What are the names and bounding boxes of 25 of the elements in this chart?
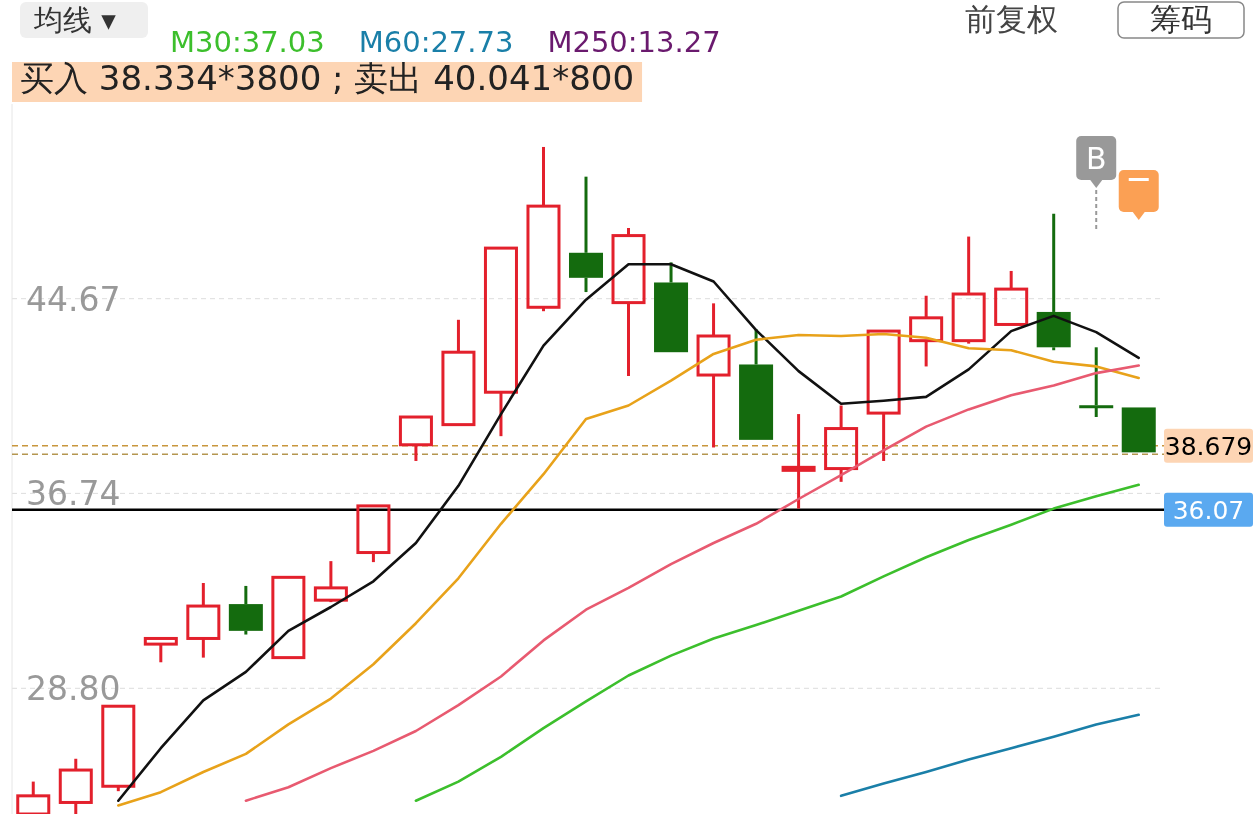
candlestick xyxy=(1036,213,1071,352)
ref-label: 36.07 xyxy=(1164,492,1253,527)
y-tick-label: 28.80 xyxy=(26,669,121,709)
ref-line-label: 36.07 xyxy=(1172,495,1245,525)
y-tick-label: 44.67 xyxy=(26,279,121,319)
ref-label: 38.679 xyxy=(1164,428,1253,463)
candlestick xyxy=(781,414,816,509)
line-series xyxy=(414,483,1140,802)
line-series xyxy=(244,364,1140,802)
candlestick xyxy=(228,584,263,635)
button: 筹码 xyxy=(1117,1,1245,39)
text: M60:27.73 xyxy=(358,25,514,59)
text: 买入 38.334*3800 ; 卖出 40.041*800 xyxy=(20,58,635,98)
y-tick-label: 36.74 xyxy=(26,474,121,514)
text: M30:37.03 xyxy=(170,25,325,59)
line-series xyxy=(839,713,1140,798)
text: 前复权 xyxy=(965,1,1058,37)
legend-label: M250:13.27 xyxy=(547,25,721,59)
candlestick xyxy=(696,303,731,448)
annotation: B xyxy=(1085,141,1107,176)
candlestick xyxy=(909,295,944,367)
button: 均线 ▾ xyxy=(20,2,148,38)
candlestick xyxy=(568,176,604,294)
candlestick xyxy=(1079,347,1114,418)
candlestick xyxy=(186,582,221,658)
